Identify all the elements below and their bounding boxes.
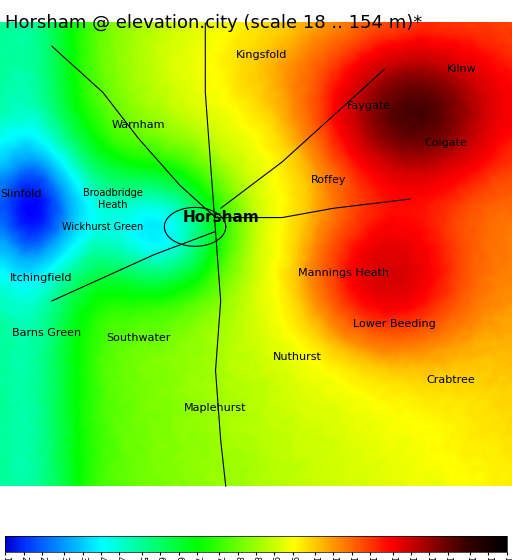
Text: Nuthurst: Nuthurst xyxy=(273,352,322,362)
Text: Horsham @ elevation.city (scale 18 .. 154 m)*: Horsham @ elevation.city (scale 18 .. 15… xyxy=(5,14,422,32)
Text: Faygate: Faygate xyxy=(347,101,391,111)
Text: Horsham: Horsham xyxy=(182,210,259,225)
Text: Colgate: Colgate xyxy=(424,138,467,148)
Text: Broadbridge
Heath: Broadbridge Heath xyxy=(83,188,143,210)
Text: Mannings Heath: Mannings Heath xyxy=(298,268,389,278)
Text: Maplehurst: Maplehurst xyxy=(184,403,247,413)
Text: Southwater: Southwater xyxy=(106,333,171,343)
Text: Kilnw: Kilnw xyxy=(446,64,476,74)
Text: Slinfold: Slinfold xyxy=(0,189,42,199)
Text: Wickhurst Green: Wickhurst Green xyxy=(62,222,143,232)
Text: Kingsfold: Kingsfold xyxy=(236,50,287,60)
Text: Crabtree: Crabtree xyxy=(426,375,476,385)
Text: Lower Beeding: Lower Beeding xyxy=(353,319,436,329)
Text: Barns Green: Barns Green xyxy=(12,329,81,338)
Text: Roffey: Roffey xyxy=(310,175,346,185)
Text: Warnham: Warnham xyxy=(112,120,165,130)
Text: Itchingfield: Itchingfield xyxy=(10,273,73,283)
